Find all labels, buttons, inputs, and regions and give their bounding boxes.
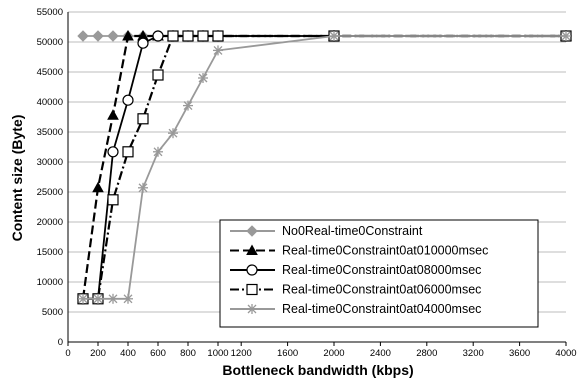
x-tick-label: 400 xyxy=(120,348,136,359)
series-line xyxy=(83,34,566,300)
series-group xyxy=(78,31,571,304)
y-tick-label: 30000 xyxy=(37,157,63,168)
star-marker xyxy=(198,73,208,83)
star-marker xyxy=(247,304,257,314)
y-tick-label: 0 xyxy=(58,337,63,348)
legend-item: Real-time0Constraint0at010000msec xyxy=(230,244,488,258)
x-tick-label: 0 xyxy=(65,348,70,359)
circle-marker xyxy=(246,264,258,276)
legend-label: Real-time0Constraint0at08000msec xyxy=(282,263,481,277)
y-axis-title: Content size (Byte) xyxy=(9,115,25,242)
square-marker xyxy=(182,30,194,42)
x-tick-label: 3200 xyxy=(463,348,484,359)
star-marker xyxy=(93,293,103,304)
y-tick-label: 45000 xyxy=(37,67,63,78)
legend-label: Real-time0Constraint0at010000msec xyxy=(282,244,488,258)
square-marker xyxy=(212,30,224,42)
series-lines xyxy=(77,29,572,305)
legend-item: Real-time0Constraint0at08000msec xyxy=(230,263,481,277)
circle-marker xyxy=(122,94,134,106)
triangle-marker xyxy=(246,244,258,255)
square-marker xyxy=(122,146,134,158)
star-stroke xyxy=(247,304,257,314)
square-marker xyxy=(107,194,119,206)
circle-marker xyxy=(137,37,149,49)
star-marker xyxy=(183,100,193,111)
axes xyxy=(67,12,567,346)
square-marker xyxy=(197,30,209,42)
x-tick-label: 1000 xyxy=(207,348,228,359)
x-tick-label: 2800 xyxy=(416,348,437,359)
diamond-marker xyxy=(107,30,119,42)
y-tick-label: 15000 xyxy=(37,247,63,258)
star-marker xyxy=(561,31,571,41)
star-stroke xyxy=(78,294,88,304)
star-marker xyxy=(168,128,178,139)
square-marker xyxy=(152,69,164,81)
star-marker xyxy=(213,45,223,56)
x-tick-label: 1600 xyxy=(277,348,298,359)
x-tick-label: 2400 xyxy=(370,348,391,359)
diamond-marker xyxy=(92,30,104,42)
tick-labels: 0500010000150002000025000300003500040000… xyxy=(37,7,577,359)
star-stroke xyxy=(561,31,571,41)
y-tick-label: 50000 xyxy=(37,37,63,48)
x-tick-label: 1200 xyxy=(231,348,252,359)
y-tick-label: 10000 xyxy=(37,277,63,288)
star-marker xyxy=(108,293,118,304)
y-tick-label: 55000 xyxy=(37,7,63,18)
y-tick-label: 5000 xyxy=(42,307,63,318)
star-marker xyxy=(78,293,88,304)
star-stroke xyxy=(108,294,118,304)
legend-label: Real-time0Constraint0at06000msec xyxy=(282,283,481,297)
triangle-marker xyxy=(122,29,134,41)
y-tick-label: 35000 xyxy=(37,127,63,138)
star-marker xyxy=(138,182,148,193)
legend-item: Real-time0Constraint0at06000msec xyxy=(230,283,481,297)
star-stroke xyxy=(123,294,133,304)
star-marker xyxy=(153,146,163,157)
legend-item: No0Real-time0Constraint xyxy=(230,224,423,238)
diamond-marker xyxy=(77,30,89,42)
diamond-marker xyxy=(246,225,258,237)
star-stroke xyxy=(198,73,208,83)
square-marker xyxy=(246,283,258,296)
y-tick-label: 25000 xyxy=(37,187,63,198)
square-marker xyxy=(167,30,179,42)
gridlines xyxy=(68,11,566,313)
star-stroke xyxy=(329,31,339,41)
x-tick-label: 4000 xyxy=(555,348,576,359)
star-marker xyxy=(123,293,133,304)
circle-marker xyxy=(107,146,119,158)
x-axis-title: Bottleneck bandwidth (kbps) xyxy=(222,362,413,378)
legend: No0Real-time0Constraint Real-time0Constra… xyxy=(219,219,539,328)
star-stroke xyxy=(153,147,163,157)
star-stroke xyxy=(168,128,178,138)
x-tick-label: 200 xyxy=(90,348,106,359)
star-marker xyxy=(329,31,339,41)
triangle-marker xyxy=(92,181,104,193)
circle-marker xyxy=(152,30,164,42)
legend-item: Real-time0Constraint0at04000msec xyxy=(230,302,481,316)
x-tick-label: 800 xyxy=(180,348,196,359)
series-line xyxy=(83,35,566,300)
star-stroke xyxy=(183,101,193,111)
legend-label: No0Real-time0Constraint xyxy=(282,224,423,238)
x-tick-label: 600 xyxy=(150,348,166,359)
y-tick-label: 40000 xyxy=(37,97,63,108)
x-tick-label: 2000 xyxy=(323,348,344,359)
star-stroke xyxy=(138,183,148,193)
star-stroke xyxy=(213,45,223,55)
y-tick-label: 20000 xyxy=(37,217,63,228)
x-tick-label: 3600 xyxy=(509,348,530,359)
star-stroke xyxy=(93,294,103,304)
triangle-marker xyxy=(107,109,119,120)
square-marker xyxy=(137,113,149,125)
legend-label: Real-time0Constraint0at04000msec xyxy=(282,302,481,316)
